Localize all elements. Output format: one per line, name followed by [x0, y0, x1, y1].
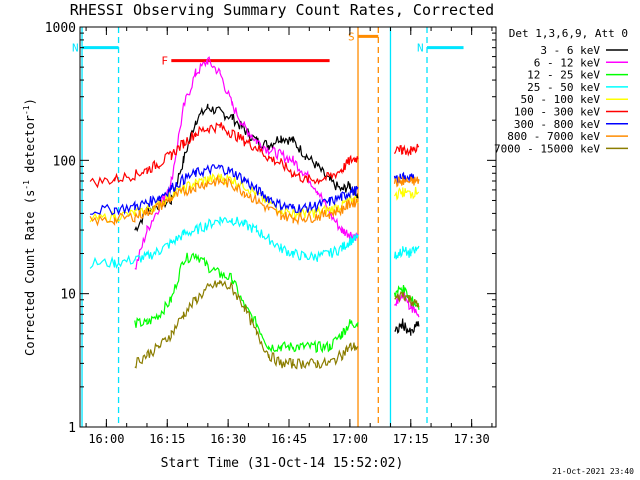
series-line-post-gap	[393, 285, 420, 310]
flag-label: N	[417, 42, 424, 55]
legend-label: 7000 - 15000 keV	[494, 142, 600, 155]
series-line-post-gap	[394, 291, 420, 308]
series-line	[134, 56, 359, 270]
series-line-post-gap	[393, 245, 420, 260]
flag-label: S	[348, 30, 355, 43]
series-line	[90, 164, 359, 216]
x-tick-label: 16:15	[149, 432, 185, 446]
series-line	[134, 280, 359, 370]
x-tick-label: 17:00	[332, 432, 368, 446]
x-tick-label: 16:30	[210, 432, 246, 446]
series-line	[134, 252, 359, 354]
legend-label: 50 - 100 keV	[521, 93, 601, 106]
y-axis-label-sup1: -1	[22, 180, 31, 190]
flag-label: F	[161, 55, 168, 68]
legend-label: 6 - 12 keV	[534, 56, 601, 69]
y-tick-label: 100	[53, 154, 76, 169]
plot-frame	[79, 26, 497, 428]
x-axis-label: Start Time (31-Oct-14 15:52:02)	[161, 456, 404, 471]
legend-label: 12 - 25 keV	[527, 69, 600, 82]
y-axis-label-end: )	[23, 98, 37, 105]
y-tick-label: 1	[68, 421, 76, 436]
legend-title: Det 1,3,6,9, Att 0	[509, 27, 628, 40]
legend-label: 3 - 6 keV	[540, 44, 600, 57]
legend-label: 800 - 7000 keV	[507, 130, 600, 143]
series-line-post-gap	[393, 176, 420, 188]
y-axis-label-main: Corrected Count Rate (s	[23, 190, 37, 356]
series-line-post-gap	[393, 186, 420, 201]
legend-label: 300 - 800 keV	[514, 118, 600, 131]
y-tick-label: 10	[60, 288, 76, 303]
legend-label: 100 - 300 keV	[514, 106, 600, 119]
y-tick-label: 1000	[45, 21, 76, 36]
x-tick-label: 16:45	[271, 432, 307, 446]
series-line-post-gap	[393, 143, 420, 157]
chart-title: RHESSI Observing Summary Count Rates, Co…	[70, 1, 494, 19]
legend-label: 25 - 50 keV	[527, 81, 600, 94]
x-tick-label: 16:00	[88, 432, 124, 446]
series-line-post-gap	[394, 318, 420, 336]
series-line	[89, 174, 359, 227]
x-tick-label: 17:30	[454, 432, 490, 446]
y-axis-label: Corrected Count Rate (s-1 detector-1)	[22, 98, 37, 356]
x-tick-label: 17:15	[393, 432, 429, 446]
y-axis-label-sup2: -1	[22, 105, 31, 115]
series-line	[89, 216, 359, 269]
flag-label: N	[72, 42, 79, 55]
footer-timestamp: 21-Oct-2021 23:40	[552, 467, 634, 476]
series-line-post-gap	[394, 289, 420, 318]
y-axis-label-mid: detector	[23, 115, 37, 180]
series-line	[89, 122, 359, 189]
